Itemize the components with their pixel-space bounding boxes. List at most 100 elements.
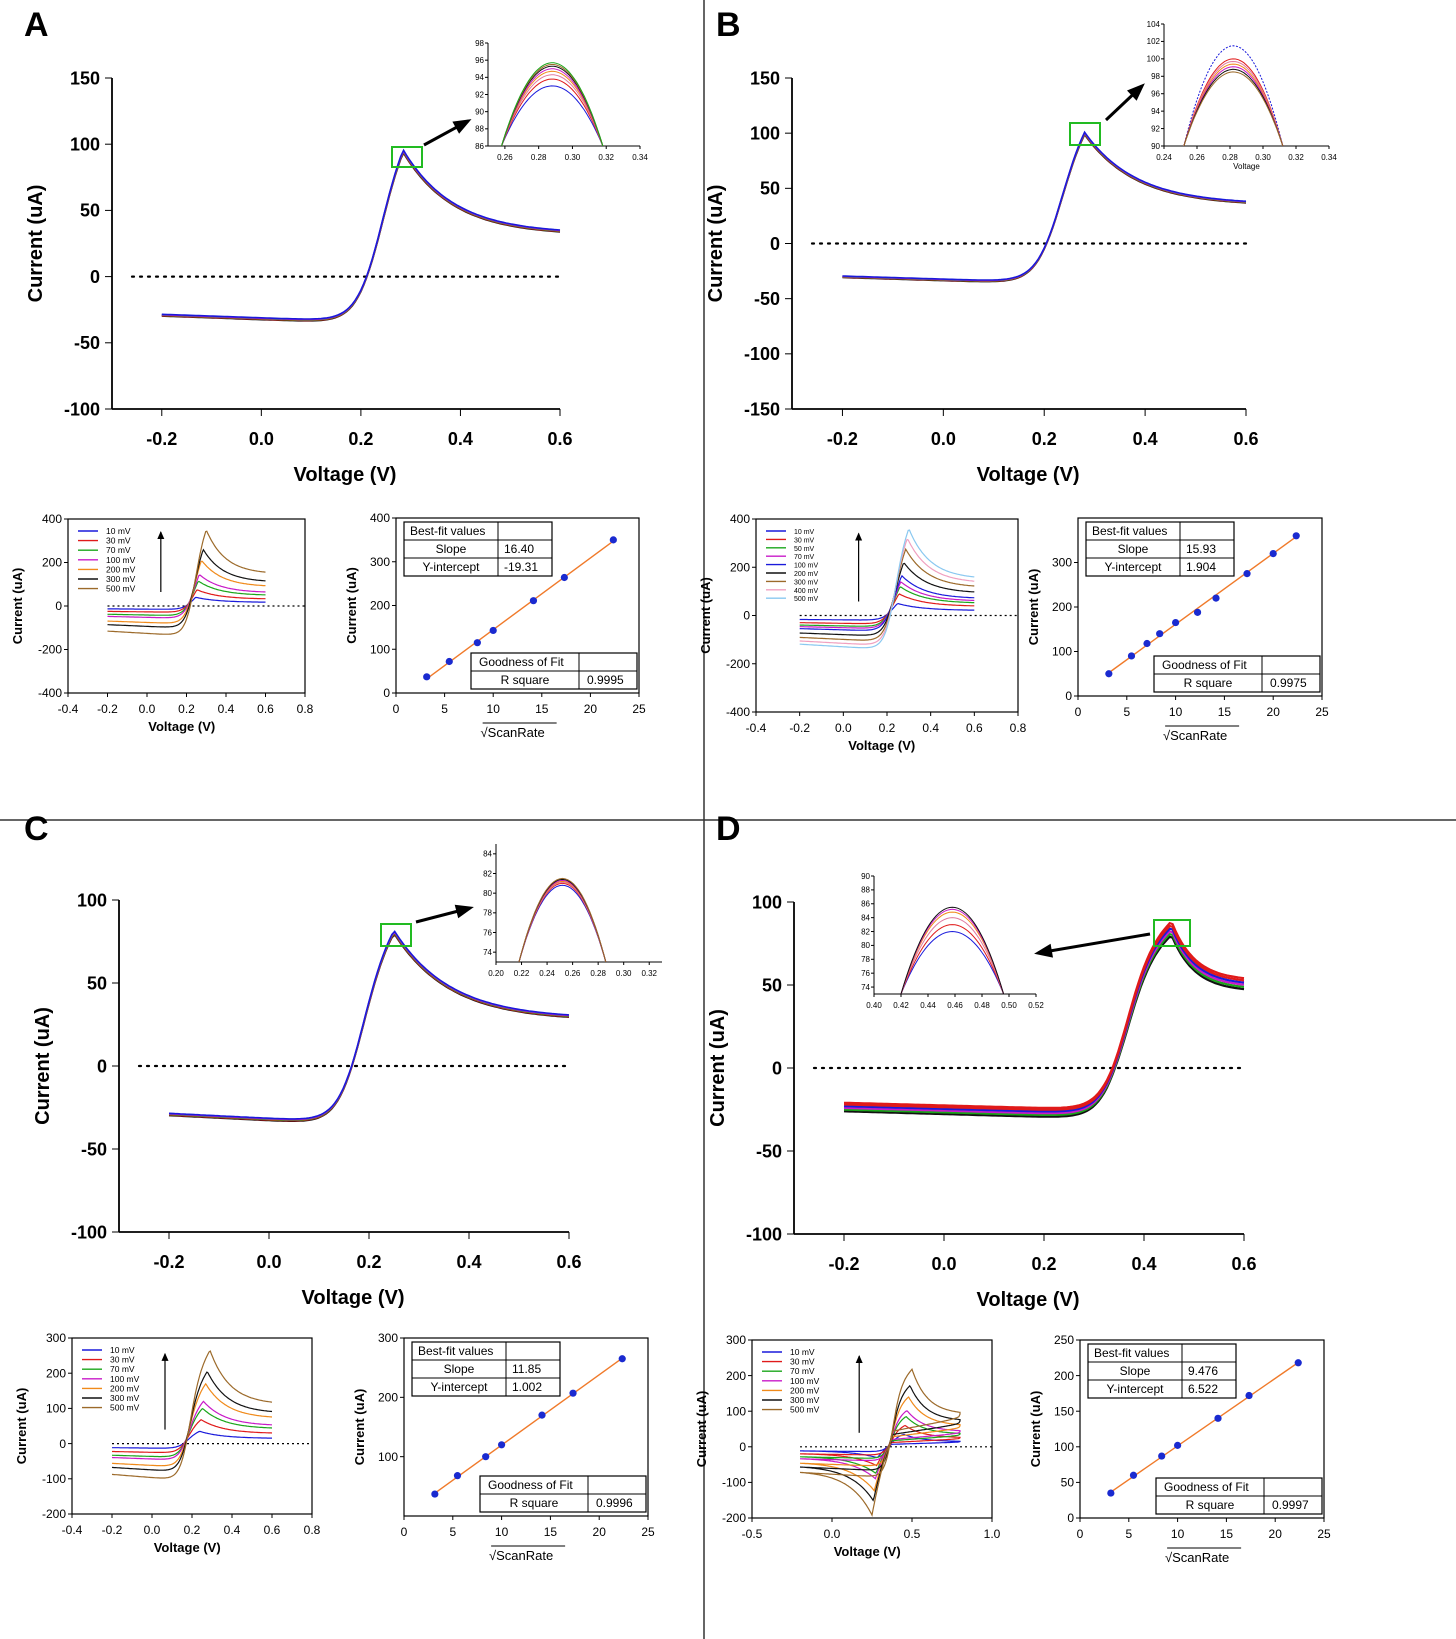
- cv-trace: [168, 933, 570, 1123]
- cv-trace: [844, 924, 1245, 1111]
- intercept-label: Y-intercept: [431, 1380, 489, 1394]
- fit-y-axis-title: Current (uA): [1026, 569, 1041, 646]
- fit-data-point: [1292, 532, 1300, 540]
- x-tick-label: 0.32: [1288, 153, 1304, 162]
- increase-arrow-head: [855, 532, 863, 541]
- y-tick-label: -100: [64, 399, 100, 419]
- fit-data-point: [1174, 1441, 1182, 1449]
- panel-letter: D: [716, 810, 741, 848]
- x-axis-title: Voltage (V): [977, 464, 1080, 486]
- legend-label: 100 mV: [106, 555, 136, 565]
- y-tick-label: 0: [383, 686, 390, 700]
- fit-data-point: [473, 639, 481, 647]
- y-tick-label: 82: [483, 869, 492, 878]
- y-tick-label: 74: [861, 983, 870, 992]
- legend-label: 200 mV: [110, 1383, 140, 1393]
- zoom-region-box: [391, 146, 423, 168]
- scan-rate-y-axis-title: Current (uA): [694, 1391, 709, 1468]
- x-tick-label: 0.40: [866, 1001, 882, 1010]
- x-tick-label: 5: [1125, 1527, 1132, 1541]
- scan-rate-trace: [799, 547, 975, 641]
- best-fit-table: Best-fit values Slope 15.93 Y-intercept 1.90…: [1085, 521, 1235, 577]
- y-tick-label: 50: [87, 973, 107, 993]
- x-tick-label: 0.50: [1001, 1001, 1017, 1010]
- fit-data-point: [489, 626, 497, 635]
- y-tick-label: 200: [1052, 600, 1072, 614]
- r-square-label: R square: [1184, 676, 1233, 690]
- best-fit-table-frame: [1087, 1343, 1237, 1399]
- inset-trace: [501, 64, 604, 146]
- zoom-arrow-head: [1034, 943, 1053, 958]
- inset-trace: [518, 880, 607, 962]
- x-tick-label: -0.4: [58, 702, 79, 716]
- cv-trace: [842, 131, 1247, 282]
- legend-label: 100 mV: [790, 1376, 820, 1386]
- r-square-label: R square: [501, 673, 550, 687]
- fit-data-point: [529, 597, 538, 605]
- scan-rate-y-axis-title: Current (uA): [10, 568, 25, 645]
- scan-rate-trace: [111, 1382, 273, 1467]
- legend-label: 10 mV: [106, 526, 131, 536]
- fit-x-axis-title: √ScanRate: [1163, 728, 1227, 743]
- inset-trace: [518, 881, 607, 962]
- y-tick-label: 98: [475, 39, 484, 48]
- y-tick-label: 100: [1147, 55, 1161, 64]
- intercept-value: 1.904: [1186, 560, 1216, 574]
- y-tick-label: -50: [74, 333, 100, 353]
- y-tick-label: 0: [1065, 689, 1072, 703]
- best-fit-title: Best-fit values: [1092, 524, 1167, 538]
- cv-trace: [161, 150, 561, 321]
- inset-trace: [518, 882, 607, 962]
- goodness-of-fit-table: Goodness of Fit R square 0.9975: [1153, 655, 1321, 693]
- x-tick-label: 20: [1267, 705, 1281, 719]
- fit-data-point: [560, 573, 568, 582]
- y-tick-label: 78: [861, 955, 870, 964]
- fit-x-axis-title: √ScanRate: [481, 725, 545, 740]
- y-tick-label: 100: [1054, 1440, 1074, 1454]
- y-tick-label: 100: [77, 890, 107, 910]
- y-tick-label: 200: [46, 1366, 66, 1380]
- y-tick-label: 300: [46, 1331, 66, 1345]
- plot-frame: [1079, 1339, 1325, 1519]
- y-tick-label: 200: [1054, 1369, 1074, 1383]
- x-tick-label: 0.42: [893, 1001, 909, 1010]
- panel-letter: B: [716, 6, 741, 44]
- inset-trace: [1183, 68, 1284, 146]
- x-tick-label: 0.8: [297, 702, 314, 716]
- scan-rate-chart: -0.4 -0.2 0.0 0.2 0.4 0.6 0.8 -400 -200 0 200 400 Vo…: [698, 512, 1027, 753]
- inset-trace: [501, 65, 604, 146]
- fit-data-point: [1105, 670, 1113, 678]
- cv-trace: [843, 932, 1245, 1116]
- y-tick-label: -100: [42, 1472, 66, 1486]
- main-cv-chart: -0.2 0.0 0.2 0.4 0.6 -100 -50 0 50 100 Voltage (V)…: [32, 890, 582, 1309]
- y-tick-label: 88: [861, 886, 870, 895]
- zoom-region-box: [1069, 122, 1101, 146]
- zoom-region-box: [1153, 919, 1191, 947]
- x-tick-label: 15: [1218, 705, 1232, 719]
- legend-label: 300 mV: [106, 574, 136, 584]
- scan-rate-trace: [800, 1415, 961, 1474]
- r-square-value: 0.9995: [587, 673, 624, 687]
- y-axis-title: Current (uA): [705, 185, 727, 303]
- legend-label: 200 mV: [106, 564, 136, 574]
- intercept-value: -19.31: [504, 560, 538, 574]
- slope-value: 11.85: [512, 1362, 541, 1376]
- legend-label: 30 mV: [106, 536, 131, 546]
- y-tick-label: 102: [1147, 37, 1161, 46]
- panel-letter: C: [24, 810, 49, 848]
- y-tick-label: 90: [475, 107, 484, 116]
- linear-fit-chart: 0 5 10 15 20 25 0 100 200 300 √ScanRate Current (uA…: [1026, 517, 1329, 743]
- plot-frame: [751, 1339, 993, 1519]
- cv-trace: [842, 133, 1247, 283]
- fit-data-point: [423, 673, 431, 681]
- best-fit-title: Best-fit values: [410, 524, 485, 538]
- x-tick-label: 0.2: [178, 702, 195, 716]
- x-tick-label: 20: [584, 702, 598, 716]
- r-square-value: 0.9997: [1272, 1498, 1309, 1512]
- x-tick-label: 10: [1171, 1527, 1185, 1541]
- inset-trace: [900, 906, 1005, 994]
- scan-rate-trace: [799, 1384, 961, 1502]
